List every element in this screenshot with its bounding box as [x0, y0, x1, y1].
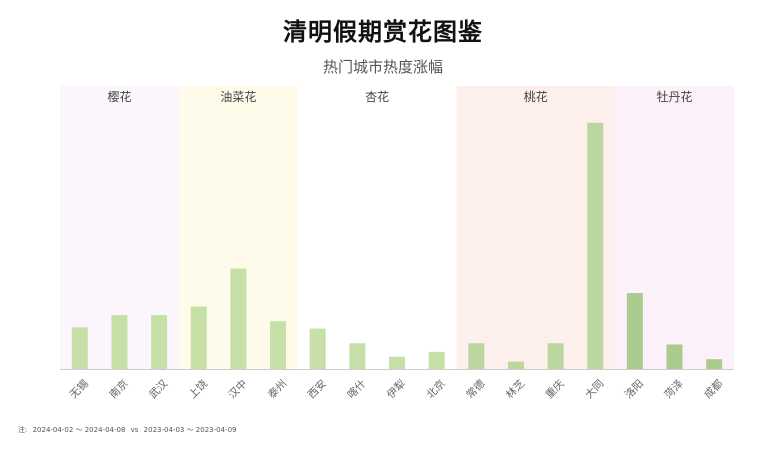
bar[interactable] [428, 351, 445, 369]
bar[interactable] [111, 315, 128, 369]
x-tick-label: 伊犁 [384, 377, 408, 401]
bar[interactable] [468, 343, 485, 369]
x-tick-label: 成都 [702, 377, 726, 401]
bar[interactable] [151, 315, 168, 369]
note-vs: vs [130, 426, 139, 434]
bar[interactable] [230, 268, 247, 369]
group-label: 牡丹花 [657, 89, 693, 104]
x-tick-label: 常德 [463, 377, 487, 401]
x-tick-label: 泰州 [265, 377, 289, 401]
group-label: 桃花 [524, 89, 548, 104]
x-tick-label: 南京 [107, 377, 131, 401]
chart-title: 清明假期赏花图鉴 [283, 18, 483, 46]
note-previous-range: 2023-04-03 ～ 2023-04-09 [143, 426, 237, 434]
x-tick-label: 无锡 [67, 377, 91, 401]
chart-subtitle: 热门城市热度涨幅 [322, 58, 443, 76]
bar[interactable] [389, 356, 405, 369]
group-label: 油菜花 [220, 89, 256, 104]
x-tick-label: 西安 [305, 377, 329, 401]
group-label: 杏花 [365, 89, 389, 104]
note-current-range: 2024-04-02 ～ 2024-04-08 [32, 426, 126, 434]
x-tick-label: 菏泽 [662, 377, 686, 401]
x-tick-label: 汉中 [226, 377, 250, 401]
bar[interactable] [270, 321, 287, 369]
bar[interactable] [547, 343, 564, 369]
bar[interactable] [349, 343, 366, 369]
bar[interactable] [507, 361, 524, 369]
group-label: 樱花 [107, 89, 131, 104]
x-tick-label: 大同 [582, 377, 606, 401]
x-tick-label: 重庆 [543, 377, 567, 401]
bar[interactable] [666, 344, 683, 370]
x-tick-label: 林芝 [503, 377, 527, 401]
bar[interactable] [706, 359, 723, 369]
bar[interactable] [587, 122, 604, 370]
x-tick-label: 北京 [424, 377, 448, 401]
group-band-2 [297, 86, 457, 369]
x-tick-label: 上饶 [186, 377, 210, 401]
x-tick-label: 武汉 [146, 377, 170, 401]
bar[interactable] [309, 328, 326, 369]
bar[interactable] [626, 293, 643, 369]
bar[interactable] [190, 306, 207, 369]
date-range-note: 注: 2024-04-02 ～ 2024-04-08 vs 2023-04-03… [18, 425, 239, 435]
note-prefix: 注: [18, 426, 28, 434]
x-tick-label: 喀什 [345, 377, 369, 401]
x-tick-label: 洛阳 [622, 377, 646, 401]
bar[interactable] [71, 327, 88, 369]
